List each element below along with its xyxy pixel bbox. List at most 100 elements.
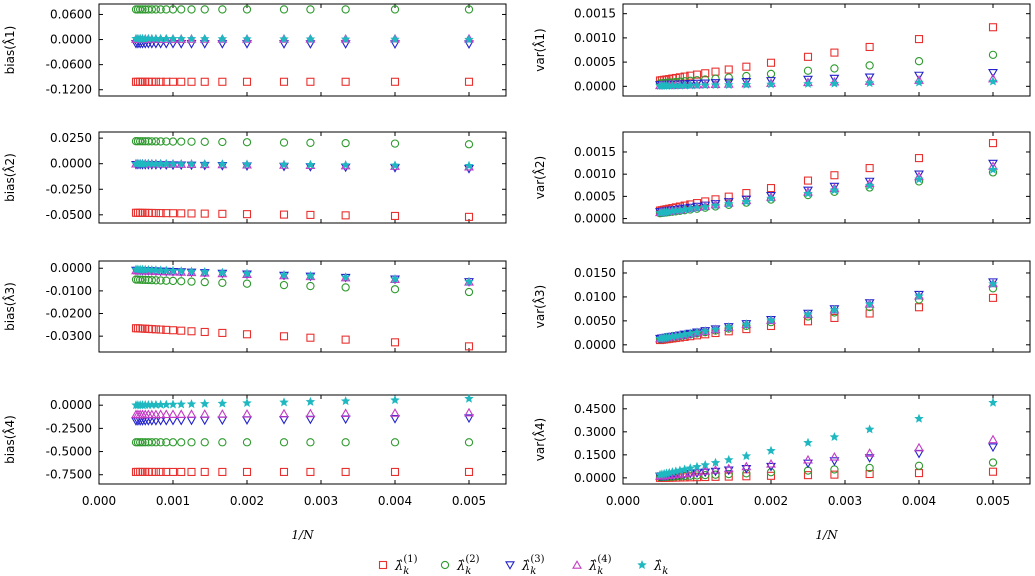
data-point [136, 77, 145, 86]
data-point [865, 309, 874, 318]
series-m2 [655, 50, 998, 88]
data-point [147, 77, 156, 86]
series-m1 [131, 324, 474, 351]
data-point [803, 188, 813, 198]
panel-8: 0.4500 0.3000 0.1500 0.0000 0.000 0.001 0.002 0… [531, 394, 1031, 542]
data-point [685, 328, 695, 338]
y-tick-label: 0.0150 [574, 266, 616, 280]
data-point [151, 137, 161, 146]
data-point [741, 451, 752, 461]
data-point [914, 174, 924, 184]
series-m1 [655, 293, 998, 345]
data-point [306, 5, 315, 14]
data-point [830, 64, 839, 73]
plot-frame [98, 3, 507, 97]
data-point [340, 272, 351, 282]
data-point [218, 278, 227, 287]
data-point [710, 467, 721, 477]
data-point [829, 432, 840, 442]
data-point [464, 5, 474, 14]
data-point [710, 80, 721, 90]
data-point [341, 5, 350, 14]
y-tick-label: -0.0200 [46, 307, 92, 321]
data-point [200, 77, 209, 86]
plot-frame [622, 394, 1031, 485]
series-m5 [655, 279, 998, 343]
data-point [279, 280, 289, 290]
data-point [242, 408, 252, 418]
data-point [187, 77, 196, 86]
data-point [131, 324, 141, 333]
y-tick-label: 0.0015 [574, 7, 616, 21]
data-point [700, 80, 710, 90]
y-tick-label: -0.7500 [46, 468, 92, 482]
data-point [685, 463, 695, 473]
data-point [464, 140, 474, 149]
data-point [341, 138, 350, 148]
data-point [914, 170, 924, 180]
data-point [151, 5, 161, 14]
y-axis-label: bias(λ̂4) [1, 415, 17, 464]
data-point [156, 467, 165, 476]
data-point [176, 40, 187, 49]
series-m2 [131, 5, 474, 14]
data-point [136, 467, 145, 476]
data-point [151, 276, 161, 285]
data-point [200, 159, 210, 169]
data-point [200, 266, 210, 276]
data-point [692, 469, 702, 478]
data-point [187, 5, 196, 14]
data-point [390, 467, 400, 476]
data-point [830, 313, 839, 323]
x-tick-label: 0.005 [976, 494, 1010, 508]
data-point [187, 209, 196, 218]
data-point [141, 137, 150, 146]
data-point [131, 77, 141, 86]
data-point [766, 445, 776, 455]
data-point [138, 137, 147, 146]
data-point [390, 211, 400, 221]
x-tick-label: 0.000 [82, 494, 116, 508]
data-point [692, 467, 702, 476]
plot-frame [622, 3, 1031, 97]
y-tick-label: 0.0010 [574, 167, 616, 181]
data-point [168, 416, 178, 426]
data-point [156, 276, 165, 285]
series-m5 [131, 393, 474, 410]
data-point [147, 208, 156, 218]
data-point [914, 413, 924, 423]
data-point [187, 467, 196, 476]
y-tick-label: 0.0250 [50, 131, 92, 145]
data-point [242, 279, 252, 288]
data-point [218, 209, 227, 218]
x-tick-label: 0.002 [230, 494, 264, 508]
data-point [177, 438, 186, 447]
data-point [692, 327, 702, 337]
y-tick-label: 0.0015 [574, 145, 616, 159]
legend-item-m3: λ̂k(3) [505, 554, 545, 576]
data-point [306, 138, 315, 147]
x-axis-label: 1/N [291, 528, 314, 542]
data-point [724, 469, 733, 479]
data-point [200, 467, 209, 476]
data-point [692, 80, 702, 90]
data-point [829, 74, 840, 84]
data-point [700, 460, 710, 470]
data-point [864, 78, 875, 88]
data-point [135, 137, 145, 146]
data-point [177, 326, 186, 335]
data-point [156, 137, 165, 146]
data-point [914, 303, 924, 312]
data-point [168, 158, 178, 168]
series-m5 [131, 264, 474, 286]
legend-item-m5: λ̂k [637, 559, 668, 576]
panel-3: 0.0250 0.0000 -0.0250 -0.0500 bias(λ̂2) [1, 131, 507, 224]
series-m5 [655, 164, 998, 217]
data-point [187, 137, 196, 146]
data-point [147, 5, 156, 14]
data-point [464, 467, 474, 476]
y-tick-label: 0.0100 [574, 290, 616, 304]
data-point [279, 159, 289, 169]
panel-5: 0.0000 -0.0100 -0.0200 -0.0300 bias(λ̂3) [1, 260, 507, 353]
data-point [242, 330, 252, 339]
